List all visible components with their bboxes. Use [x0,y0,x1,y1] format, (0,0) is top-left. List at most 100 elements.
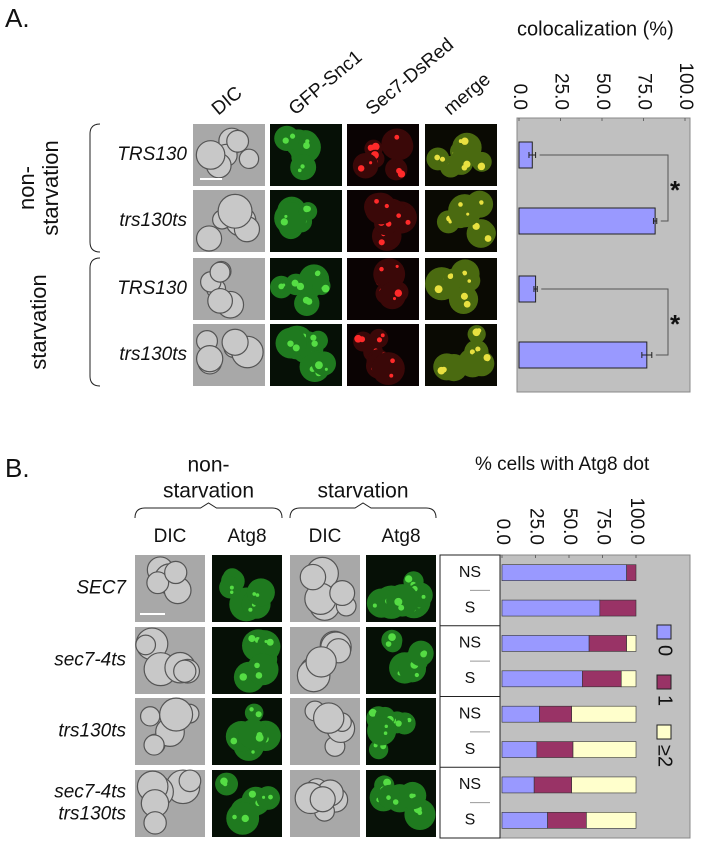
row-label: TRS130 [117,144,187,165]
dot [255,672,263,679]
cell [367,716,397,746]
significance-bracket [539,154,669,222]
dot [305,139,310,144]
cell [329,580,356,607]
dot [297,168,302,173]
dot [239,673,247,681]
bar-segment [571,705,637,723]
cell [386,584,419,617]
chart-title: colocalization (%) [517,18,674,40]
dot [392,296,397,301]
dot [472,222,480,230]
dot [248,607,253,612]
category-label: S [465,812,476,829]
dot [252,592,257,596]
dot [232,814,237,820]
dot [251,750,255,754]
dot [230,737,238,745]
bar-segment [501,564,627,581]
error-bar [641,352,653,358]
dot [439,156,446,162]
row-label: trs130ts [58,804,126,825]
dot [385,641,392,647]
cell [308,330,328,351]
dot [447,273,454,280]
cell [305,646,337,678]
bar-segment [599,599,637,617]
cell [378,282,406,310]
dot [268,794,273,800]
bar-segment [533,776,572,794]
error-bar [533,286,538,292]
dot [314,361,323,370]
cell [371,352,405,386]
bracket [134,502,283,519]
x-tick-label: 100.0 [675,62,696,110]
category-label: NS [459,776,481,793]
x-tick-label: 0.0 [509,84,530,110]
column-header: DIC [309,526,342,547]
cell [135,634,157,656]
bar-segment [571,776,637,794]
category-label: S [465,670,476,687]
cell [381,128,413,160]
significance: * [670,175,681,205]
dot [321,284,330,293]
dot [476,328,482,333]
column-header: Atg8 [227,526,266,547]
dot [384,724,388,729]
dot [369,161,373,165]
bar-segment [620,670,637,688]
dot [374,198,379,204]
cell [238,148,260,170]
dot [463,160,471,168]
group-label: starvation [317,480,408,503]
x-tick-label: 25.0 [550,73,571,110]
dot [484,235,492,242]
legend-swatch [656,724,672,740]
group-label: starvation [163,480,254,503]
cell [312,702,345,734]
category-label: NS [459,705,481,722]
column-header: DIC [208,83,247,120]
column-header: GFP-Snc1 [285,47,366,120]
bar-segment [626,564,637,581]
dot [311,340,318,347]
dot [398,604,405,611]
cell [246,653,279,686]
cell [146,571,170,595]
dot [394,597,403,606]
dot [249,707,254,712]
cell [209,261,231,283]
dot [395,264,399,268]
chart-title: % cells with Atg8 dot [475,454,650,475]
bar-segment [547,812,587,829]
dot [229,590,234,595]
dot [437,366,446,375]
x-tick-label: 100.0 [626,497,647,545]
dot [376,337,383,343]
dot [458,139,463,144]
dot [394,134,400,140]
dot [467,279,472,283]
dot [357,165,365,172]
dot [229,585,234,590]
bar-segment [501,635,590,652]
dot [395,720,402,727]
dot [379,266,384,272]
row-label: SEC7 [76,578,127,599]
dot [262,795,266,799]
dot [404,575,413,583]
dot [372,603,377,608]
dot [303,142,310,149]
legend-label: ≥2 [654,745,676,767]
row-label: trs130ts [119,210,187,231]
dot [390,358,395,364]
bar-segment [501,812,548,829]
legend-label: 0 [654,645,676,656]
dot [266,638,274,646]
dot [475,346,481,352]
x-tick-label: 0.0 [492,519,513,545]
bar [518,207,656,235]
dot [469,349,475,355]
